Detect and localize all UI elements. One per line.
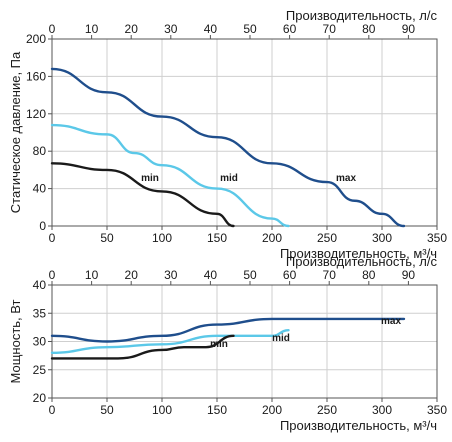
x2-tick-label: 90 — [402, 268, 416, 282]
x-tick-label: 100 — [152, 231, 172, 245]
series-label-mid: mid — [220, 173, 238, 184]
x-tick-label: 200 — [262, 403, 282, 417]
x2-tick-label: 70 — [323, 268, 337, 282]
x-tick-label: 250 — [317, 231, 337, 245]
x2-tick-label: 60 — [283, 268, 297, 282]
x2-axis-title: Производительность, л/с — [286, 8, 438, 23]
x-tick-label: 150 — [207, 403, 227, 417]
series-label-min: min — [210, 339, 228, 350]
x2-tick-label: 40 — [204, 22, 218, 36]
x2-tick-label: 30 — [164, 268, 178, 282]
x-tick-label: 350 — [427, 231, 447, 245]
x-tick-label: 0 — [49, 403, 56, 417]
y-tick-label: 80 — [33, 144, 47, 158]
y-axis-title: Статическое давление, Па — [8, 51, 23, 213]
x2-tick-label: 10 — [85, 268, 99, 282]
y-tick-label: 120 — [26, 107, 46, 121]
x2-tick-label: 30 — [164, 22, 178, 36]
x-tick-label: 350 — [427, 403, 447, 417]
series-line-max — [50, 317, 406, 343]
plot-frame — [51, 38, 438, 227]
x2-tick-label: 0 — [49, 22, 56, 36]
x2-tick-label: 10 — [85, 22, 99, 36]
x-tick-label: 250 — [317, 403, 337, 417]
series-line-mid — [50, 123, 290, 228]
y-tick-label: 35 — [33, 306, 47, 320]
series-line-max — [50, 67, 406, 228]
series-line-min — [50, 334, 235, 360]
series-line-mid — [50, 329, 290, 354]
x2-tick-label: 50 — [243, 22, 257, 36]
series-label-max: max — [336, 173, 356, 184]
y-tick-label: 160 — [26, 69, 46, 83]
x2-tick-label: 60 — [283, 22, 297, 36]
x-axis-title: Производительность, м³/ч — [280, 418, 437, 433]
x-tick-label: 200 — [262, 231, 282, 245]
series-line-min — [50, 162, 235, 228]
x-tick-label: 0 — [49, 231, 56, 245]
x-tick-label: 300 — [372, 403, 392, 417]
x2-tick-label: 80 — [362, 22, 376, 36]
y-tick-label: 40 — [33, 278, 47, 292]
x2-tick-label: 40 — [204, 268, 218, 282]
x2-tick-label: 80 — [362, 268, 376, 282]
series-label-max: max — [381, 316, 401, 327]
x2-tick-label: 90 — [402, 22, 416, 36]
x-tick-label: 50 — [100, 403, 114, 417]
x2-tick-label: 0 — [49, 268, 56, 282]
y-axis-title: Мощность, Вт — [8, 299, 23, 383]
y-tick-label: 30 — [33, 335, 47, 349]
x-tick-label: 100 — [152, 403, 172, 417]
x-tick-label: 300 — [372, 231, 392, 245]
series-label-mid: mid — [272, 333, 290, 344]
y-tick-label: 0 — [39, 219, 46, 233]
y-tick-label: 200 — [26, 32, 46, 46]
y-tick-label: 40 — [33, 182, 47, 196]
y-tick-label: 20 — [33, 391, 47, 405]
y-tick-label: 25 — [33, 363, 47, 377]
x-axis-title: Производительность, м³/ч — [280, 246, 437, 261]
x2-tick-label: 20 — [125, 22, 139, 36]
x-tick-label: 50 — [100, 231, 114, 245]
x2-tick-label: 20 — [125, 268, 139, 282]
x2-tick-label: 70 — [323, 22, 337, 36]
x2-tick-label: 50 — [243, 268, 257, 282]
series-label-min: min — [141, 173, 159, 184]
x2-axis-title: Производительность, л/с — [286, 254, 438, 269]
x-tick-label: 150 — [207, 231, 227, 245]
